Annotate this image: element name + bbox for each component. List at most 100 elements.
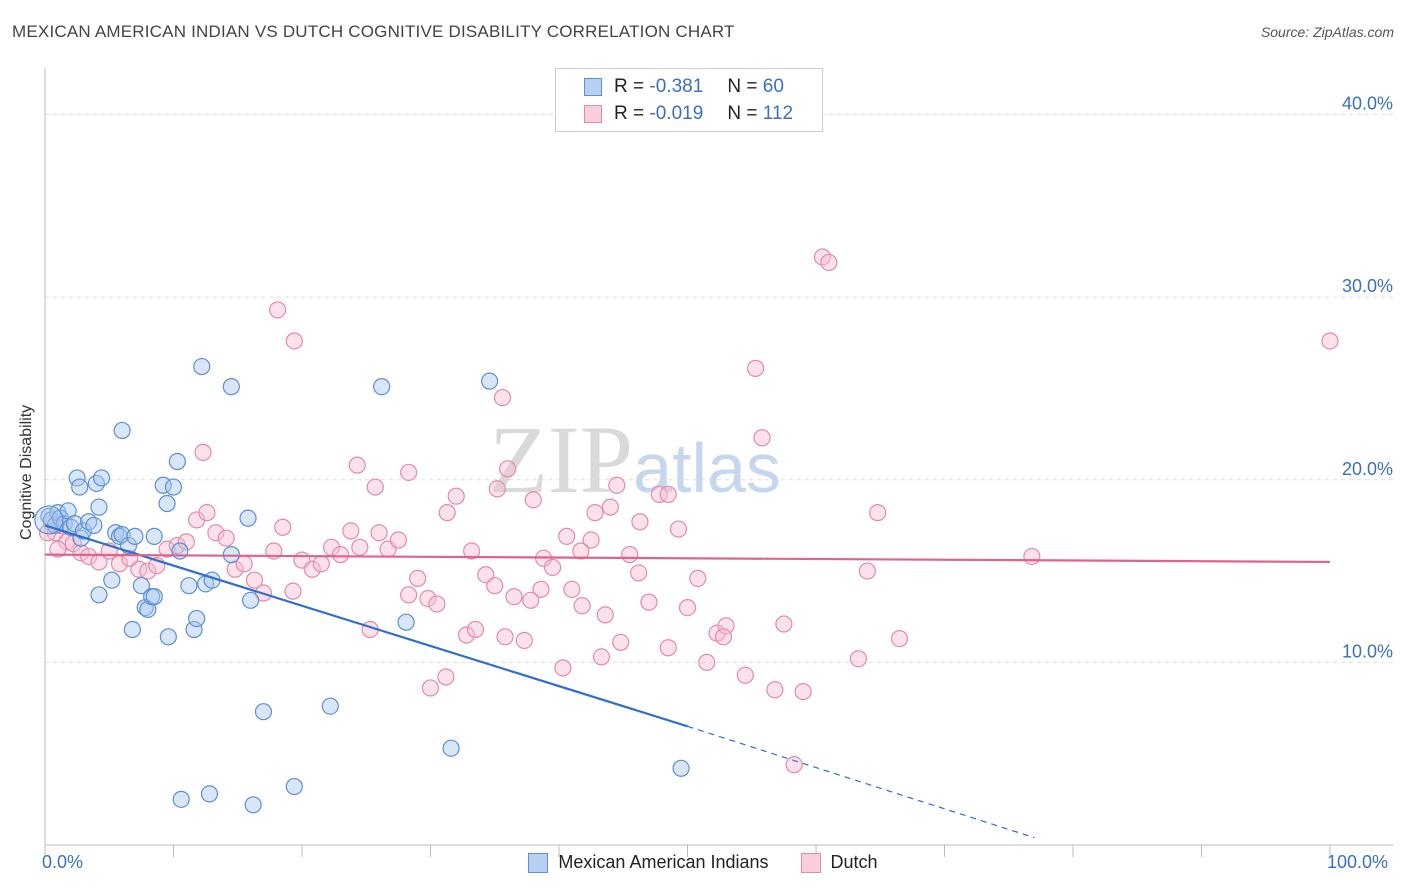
y-tick-label: 30.0% <box>1342 276 1393 296</box>
dutch-point <box>775 615 793 633</box>
dutch-point <box>543 558 562 577</box>
mexican-american-indian-point <box>239 509 257 527</box>
dutch-point <box>80 547 98 566</box>
trend-lines <box>44 524 1331 839</box>
dutch-point <box>573 597 591 615</box>
legend-r-value: -0.019 <box>649 103 704 124</box>
dutch-point <box>650 485 668 503</box>
dutch-point <box>582 531 600 549</box>
dutch-point <box>554 659 572 677</box>
dutch-point <box>139 562 157 580</box>
dutch-point <box>493 388 512 407</box>
dutch-point <box>612 633 630 651</box>
dutch-point <box>753 429 771 447</box>
dutch-point <box>820 253 838 272</box>
mexican-american-indian-point <box>92 469 111 487</box>
dutch-point <box>522 591 540 609</box>
dutch-point <box>245 571 264 589</box>
dutch-point <box>689 569 707 587</box>
dutch-point <box>586 504 604 522</box>
dutch-point <box>312 555 330 573</box>
x-tick-label-min: 0.0% <box>42 852 84 872</box>
dutch-point <box>389 531 407 549</box>
legend-r-label: R = <box>614 103 645 124</box>
legend-r-value: -0.381 <box>649 76 704 97</box>
dutch-point <box>486 577 504 595</box>
mexican-american-indian-point <box>164 478 183 496</box>
dutch-point <box>563 580 581 598</box>
dutch-point <box>466 620 485 639</box>
y-tick-label: 40.0% <box>1342 94 1393 114</box>
legend-n-label: N = <box>727 103 758 124</box>
mexican-american-indian-point <box>113 421 131 440</box>
legend-n-value: 112 <box>762 103 794 124</box>
dutch-point <box>207 524 225 542</box>
watermark: ZIPatlas <box>489 406 781 513</box>
gridlines <box>45 114 1393 663</box>
mexican-american-indian-point <box>65 514 84 533</box>
dutch-point <box>370 524 388 542</box>
mexican-american-indian-point <box>123 620 141 639</box>
dutch-point <box>869 504 887 522</box>
mexican-american-indian-point <box>85 516 103 535</box>
correlation-legend: R = -0.381 N = 60 R = -0.019 N = 112 <box>555 68 823 132</box>
mexican-american-indian-point <box>90 586 108 604</box>
legend-item-mexican-american-indians: Mexican American Indians <box>528 852 769 873</box>
dutch-point <box>659 639 677 657</box>
mexican-american-indian-point <box>126 527 144 545</box>
dutch-point <box>717 617 735 635</box>
dutch-point <box>714 628 733 646</box>
dutch-point <box>400 586 418 604</box>
mexican-american-indian-point <box>397 613 415 631</box>
legend-label: Mexican American Indians <box>558 852 769 872</box>
dutch-point <box>736 666 754 684</box>
mexican-american-indian-point <box>285 777 303 796</box>
legend-item-dutch: Dutch <box>800 852 878 873</box>
dutch-point <box>532 580 550 598</box>
mexican-american-indian-point <box>172 790 190 808</box>
dutch-point <box>437 668 455 686</box>
mexican-american-indian-point <box>442 739 460 757</box>
legend-n-value: 60 <box>762 76 784 97</box>
mexican-american-indian-point <box>90 498 108 516</box>
mexican-american-indian-point <box>71 478 89 496</box>
dutch-point <box>284 582 302 600</box>
mexican-american-indian-point <box>321 697 339 715</box>
axes <box>44 68 1393 857</box>
mexican-american-indian-point <box>103 571 121 589</box>
dutch-point <box>409 569 427 587</box>
mexican-american-indian-point <box>188 609 206 628</box>
source-note: Source: ZipAtlas.com <box>1260 24 1394 40</box>
dutch-point <box>678 598 697 617</box>
dutch-point <box>659 485 677 503</box>
mexican-american-indian-point <box>132 577 150 595</box>
dutch-point <box>849 650 868 668</box>
dutch-point <box>794 682 812 701</box>
legend-row-mexican-american-indians: R = -0.381 N = 60 <box>556 74 784 100</box>
dutch-point <box>419 589 437 608</box>
dutch-point <box>558 527 576 545</box>
mexican-american-indian-point <box>180 577 198 595</box>
mexican-american-indian-point <box>34 505 64 535</box>
dutch-point <box>621 546 639 564</box>
mexican-american-indian-point <box>171 542 189 560</box>
dutch-point <box>572 542 590 560</box>
mexican-american-indian-point <box>672 759 690 777</box>
dutch-point <box>499 460 517 478</box>
mexican-american-indian-point <box>200 785 219 803</box>
dutch-point <box>496 628 514 646</box>
dutch-point <box>274 518 292 536</box>
mexican-american-indian-point <box>242 591 260 609</box>
pink-trend-line <box>44 553 1331 564</box>
dutch-point <box>505 588 523 606</box>
dutch-point <box>608 476 626 494</box>
dutch-point <box>592 648 611 666</box>
mexican-american-indian-point <box>373 378 391 396</box>
dutch-point <box>463 542 481 560</box>
dutch-point <box>217 529 235 547</box>
dutch-point <box>747 359 765 377</box>
dutch-point <box>268 301 287 319</box>
y-tick-label: 10.0% <box>1342 641 1393 661</box>
mexican-american-indian-point <box>113 525 131 544</box>
